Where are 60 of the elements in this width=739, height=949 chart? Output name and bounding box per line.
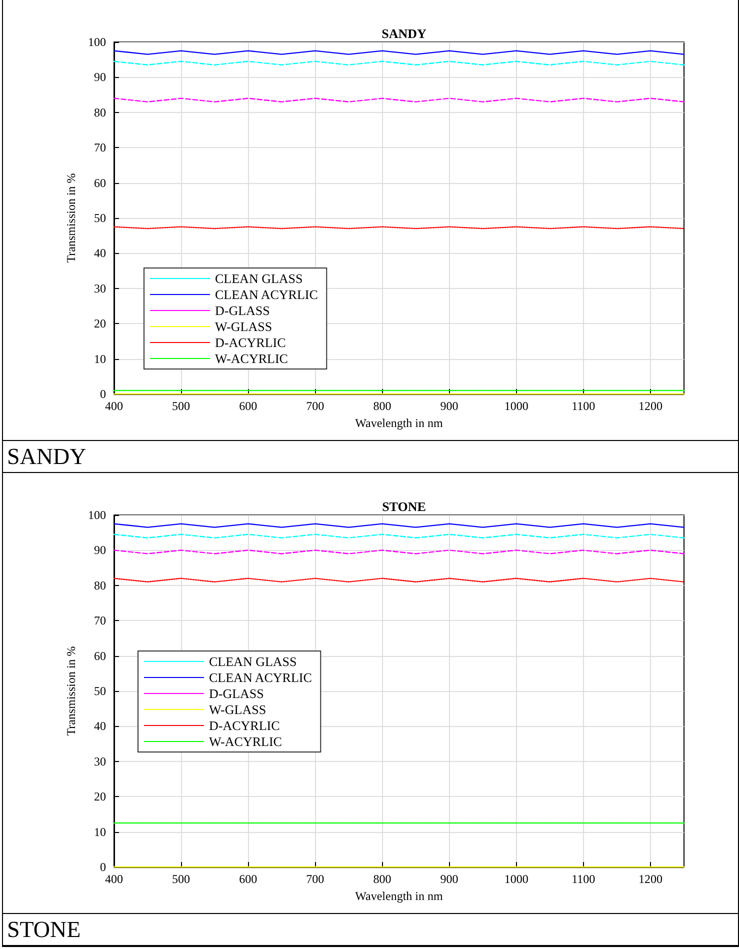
y-tick-label: 60 (94, 176, 106, 190)
y-tick-label: 70 (94, 140, 106, 155)
y-tick-label: 40 (94, 719, 106, 734)
y-tick-label: 40 (94, 246, 106, 260)
y-tick-label: 50 (94, 211, 106, 225)
legend-label: W-ACYRLIC (209, 734, 282, 749)
x-tick-label: 900 (440, 872, 458, 886)
x-tick-label: 1000 (504, 872, 528, 886)
chart-title: SANDY (382, 26, 427, 41)
legend-label: W-ACYRLIC (215, 351, 288, 366)
y-tick-label: 10 (94, 824, 106, 839)
text: SANDY (3, 440, 738, 473)
legend-label: CLEAN GLASS (209, 654, 297, 669)
x-tick-label: 1100 (572, 399, 596, 413)
x-tick-label: 1200 (638, 872, 662, 886)
legend-label: CLEAN ACYRLIC (209, 670, 312, 685)
y-axis-title: Transmission in % (64, 173, 78, 263)
x-axis-title: Wavelength in nm (355, 416, 444, 430)
x-tick-label: 600 (239, 399, 258, 413)
x-tick-label: 1000 (504, 399, 528, 413)
x-tick-label: 500 (172, 872, 190, 886)
legend-label: CLEAN ACYRLIC (215, 287, 318, 302)
y-tick-label: 80 (94, 578, 106, 592)
x-tick-label: 400 (105, 399, 123, 413)
legend-label: D-ACYRLIC (215, 335, 286, 350)
y-tick-label: 20 (94, 316, 106, 331)
y-tick-label: 90 (94, 70, 106, 84)
y-tick-label: 60 (94, 648, 106, 663)
y-tick-label: 50 (94, 684, 106, 698)
x-tick-label: 800 (373, 399, 392, 413)
legend-label: W-GLASS (209, 702, 266, 717)
y-tick-label: 20 (94, 790, 106, 804)
x-tick-label: 500 (172, 399, 190, 413)
x-axis-title: Wavelength in nm (355, 888, 444, 903)
y-tick-label: 0 (100, 860, 106, 874)
y-tick-label: 100 (88, 508, 106, 522)
y-tick-label: 30 (94, 281, 106, 296)
x-tick-label: 700 (306, 872, 324, 886)
x-tick-label: 1200 (638, 399, 662, 413)
y-tick-label: 0 (100, 387, 106, 401)
y-tick-label: 80 (94, 105, 106, 120)
y-tick-label: 30 (94, 754, 106, 768)
legend-label: CLEAN GLASS (215, 271, 303, 286)
x-tick-label: 900 (440, 399, 458, 413)
y-axis-title: Transmission in % (64, 646, 78, 736)
chart-title: STONE (382, 499, 426, 514)
x-tick-label: 600 (239, 872, 258, 886)
y-tick-label: 100 (88, 35, 106, 49)
y-tick-label: 90 (94, 543, 106, 558)
x-tick-label: 400 (105, 872, 123, 886)
text: STONE (3, 913, 738, 946)
legend-label: D-ACYRLIC (209, 718, 280, 733)
x-tick-label: 800 (373, 872, 392, 886)
legend-label: W-GLASS (215, 319, 272, 334)
y-tick-label: 70 (94, 614, 106, 628)
legend-label: D-GLASS (215, 303, 270, 318)
x-tick-label: 700 (306, 399, 324, 413)
y-tick-label: 10 (94, 352, 106, 366)
legend-label: D-GLASS (209, 686, 264, 701)
x-tick-label: 1100 (572, 872, 596, 886)
